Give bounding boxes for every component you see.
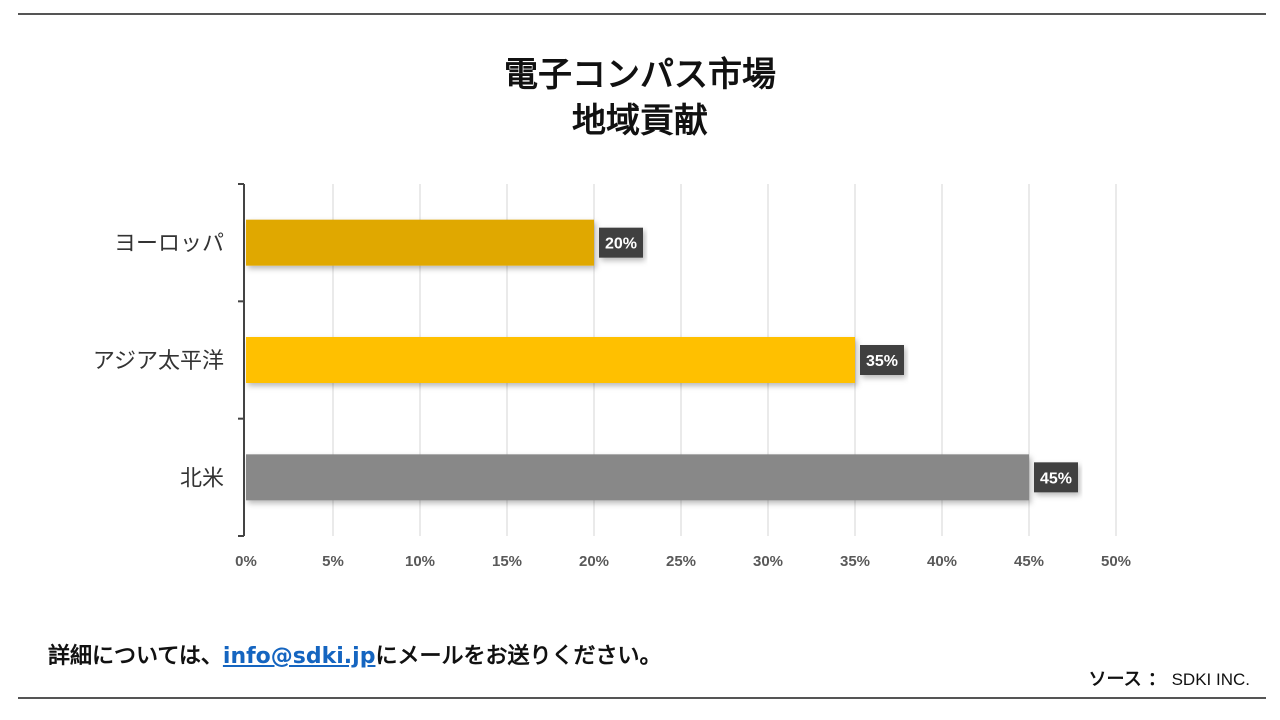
x-tick-label: 5% bbox=[322, 553, 344, 570]
bottom-divider bbox=[18, 697, 1266, 699]
x-tick-label: 0% bbox=[235, 553, 257, 570]
bar-1[interactable] bbox=[246, 219, 594, 266]
x-tick-label: 15% bbox=[492, 553, 522, 570]
contact-note: 詳細については、info@sdki.jpにメールをお送りください。 bbox=[48, 638, 661, 670]
x-tick-label: 30% bbox=[753, 553, 783, 570]
category-label: アジア太平洋 bbox=[93, 349, 224, 374]
data-label-box bbox=[1034, 462, 1078, 493]
data-label: 45% bbox=[1040, 470, 1072, 487]
chart-subtitle: 地域貢献 bbox=[572, 101, 708, 141]
contact-prefix: 詳細については、 bbox=[48, 644, 223, 669]
x-tick-label: 25% bbox=[666, 553, 696, 570]
x-tick-label: 45% bbox=[1014, 553, 1044, 570]
data-label-box bbox=[860, 345, 904, 375]
data-label: 20% bbox=[605, 236, 637, 253]
bar-chart: ヨーロッパ 20% アジア太平洋 35% 北米 45% 0% 5% 10% 15% 20% 25% 30… bbox=[93, 183, 1131, 570]
contact-suffix: にメールをお送りください。 bbox=[375, 644, 662, 669]
x-tick-label: 20% bbox=[579, 553, 609, 570]
category-label: ヨーロッパ bbox=[114, 232, 224, 257]
data-label-box bbox=[599, 227, 643, 258]
source-label: ソース ： bbox=[1088, 669, 1166, 690]
bar-2[interactable] bbox=[246, 337, 855, 383]
x-tick-label: 10% bbox=[405, 553, 435, 570]
chart-title: 電子コンパス市場 bbox=[504, 55, 776, 95]
source-value: SDKI INC. bbox=[1171, 670, 1250, 689]
x-tick-label: 35% bbox=[840, 553, 870, 570]
bar-3[interactable] bbox=[246, 454, 1029, 501]
x-tick-label: 40% bbox=[927, 553, 957, 570]
top-divider bbox=[18, 13, 1266, 15]
contact-email-link[interactable]: info@sdki.jp bbox=[222, 644, 376, 669]
source-credit: ソース ： SDKI INC. bbox=[1088, 665, 1250, 691]
x-tick-label: 50% bbox=[1101, 553, 1131, 570]
data-label: 35% bbox=[866, 353, 898, 370]
category-label: 北米 bbox=[180, 466, 224, 491]
